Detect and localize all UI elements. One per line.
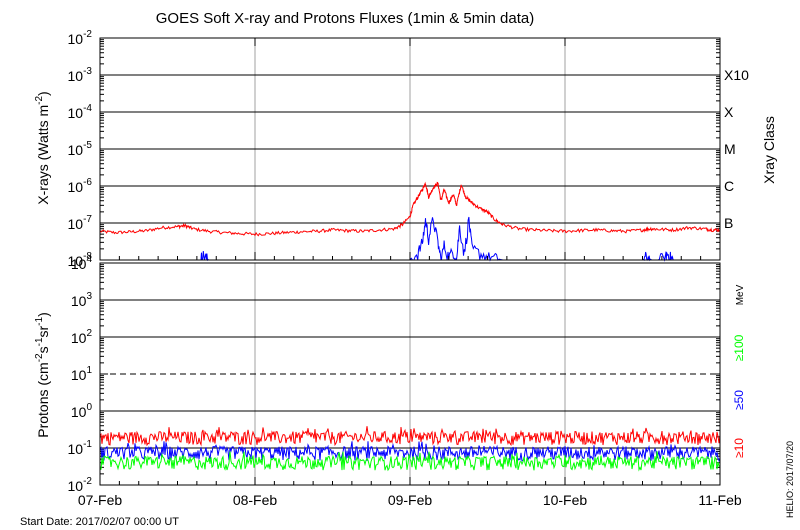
proton-energy-label: ≥10 [732, 438, 746, 458]
xray-class-label: M [724, 141, 736, 157]
xray-class-label: X10 [724, 67, 749, 83]
proton-tick-label: 102 [71, 328, 93, 346]
credit-label: HELIO: 2017/07/20 [785, 441, 795, 518]
proton-tick-label: 10-2 [68, 476, 93, 494]
xray-tick-label: 10-7 [68, 214, 93, 232]
xray-tick-label: 10-8 [68, 251, 93, 269]
x-tick-label: 07-Feb [78, 492, 123, 508]
xray-panel: 10-2 10-3 10-4 10-5 10-6 10-7 10-8 X10 X M C B Xray … [34, 29, 777, 269]
x-axis: 07-Feb 08-Feb 09-Feb 10-Feb 11-Feb [78, 38, 742, 508]
proton-axis-title: Protons (cm-2s-1sr-1) [34, 312, 51, 438]
xray-class-label: B [724, 215, 733, 231]
start-date-label: Start Date: 2017/02/07 00:00 UT [20, 516, 179, 528]
proton-series [99, 426, 721, 447]
proton-tick-label: 103 [71, 291, 93, 309]
proton-tick-label: 10-1 [68, 439, 93, 457]
chart-title: GOES Soft X-ray and Protons Fluxes (1min… [156, 10, 535, 27]
proton-energy-label: ≥100 [732, 334, 746, 361]
proton-energy-label: ≥50 [732, 390, 746, 410]
proton-series [99, 451, 721, 472]
proton-tick-label: 101 [71, 365, 93, 383]
xray-class-label: C [724, 178, 734, 194]
xray-tick-label: 10-2 [68, 29, 93, 47]
xray-series-long [99, 181, 721, 237]
x-tick-label: 10-Feb [543, 492, 588, 508]
xray-tick-label: 10-4 [68, 103, 93, 121]
x-tick-label: 11-Feb [698, 492, 742, 508]
xray-tick-label: 10-5 [68, 140, 93, 158]
xray-tick-label: 10-3 [68, 66, 93, 84]
proton-tick-label: 104 [71, 254, 93, 272]
x-tick-label: 09-Feb [388, 492, 433, 508]
x-tick-label: 08-Feb [233, 492, 278, 508]
proton-unit-label: MeV [735, 284, 746, 305]
proton-tick-label: 100 [71, 402, 93, 420]
proton-panel: 104 103 102 101 100 10-1 10-2 MeV ≥100 ≥50 ≥10 Prot… [34, 254, 746, 494]
xray-class-title: Xray Class [761, 116, 777, 184]
xray-tick-label: 10-6 [68, 177, 93, 195]
xray-axis-title: X-rays (Watts m-2) [34, 91, 51, 204]
xray-class-label: X [724, 104, 734, 120]
